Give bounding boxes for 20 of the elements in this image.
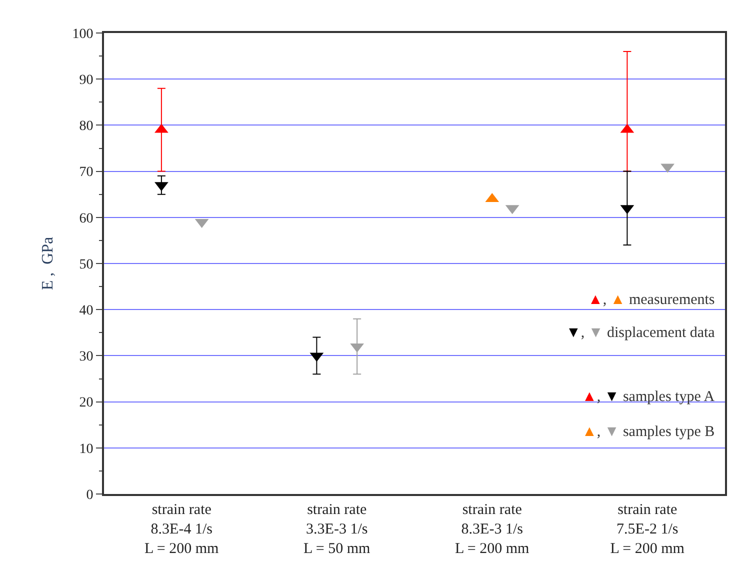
y-tick-label: 70: [79, 165, 94, 180]
y-tick-label: 10: [79, 442, 94, 457]
y-axis-title: E , GPa: [40, 236, 57, 290]
y-tick-label: 20: [79, 396, 94, 411]
annotation: ▼, ▼ displacement data: [566, 325, 716, 341]
y-tick-label: 40: [79, 304, 94, 318]
y-tick-label: 0: [86, 488, 94, 503]
annotation: ▲, ▼ samples type A: [582, 389, 715, 405]
annotation: ▲, ▲ measurements: [588, 292, 715, 308]
y-tick-label: 80: [79, 119, 94, 134]
annotation: ▲, ▼ samples type B: [582, 424, 715, 440]
x-tick-label: strain rate 7.5E-2 1/s L = 200 mm: [610, 502, 685, 557]
y-tick-label: 90: [79, 73, 94, 88]
x-tick-label: strain rate 8.3E-3 1/s L = 200 mm: [455, 502, 530, 557]
y-tick-label: 50: [79, 257, 94, 272]
y-tick-label: 60: [79, 211, 94, 226]
x-tick-label: strain rate 8.3E-4 1/s L = 200 mm: [144, 502, 220, 557]
x-tick-label: strain rate 3.3E-3 1/s L = 50 mm: [304, 502, 371, 557]
y-tick-label: 30: [79, 350, 94, 365]
y-tick-label: 100: [72, 26, 94, 42]
